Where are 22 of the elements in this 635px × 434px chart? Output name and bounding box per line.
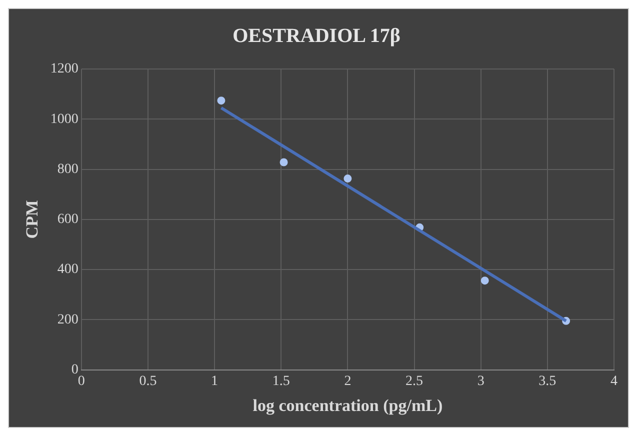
y-tick-label: 200: [57, 312, 78, 328]
x-tick-label: 0.5: [139, 374, 157, 389]
x-tick-label: 3.5: [538, 374, 556, 389]
x-tick-label: 1.5: [272, 374, 290, 389]
x-tick-label: 4: [610, 374, 618, 389]
y-tick-label: 0: [71, 362, 78, 378]
point: [344, 174, 352, 183]
x-tick-label: 2: [344, 374, 352, 389]
y-axis-title: CPM: [22, 200, 42, 239]
y-tick-label: 1000: [50, 112, 78, 127]
x-tick-label: 3: [477, 374, 484, 389]
point: [280, 158, 288, 166]
y-tick-label: 600: [57, 212, 78, 228]
x-axis-title: log concentration (pg/mL): [252, 396, 443, 416]
x-tick-label: 1: [211, 374, 218, 389]
point: [217, 96, 226, 105]
y-tick-label: 1200: [50, 62, 78, 77]
y-tick-label: 800: [57, 162, 78, 177]
chart-title: OESTRADIOL 17β: [232, 25, 400, 48]
point: [480, 276, 489, 285]
x-tick-label: 2.5: [406, 374, 424, 389]
y-tick-label: 400: [57, 262, 78, 278]
